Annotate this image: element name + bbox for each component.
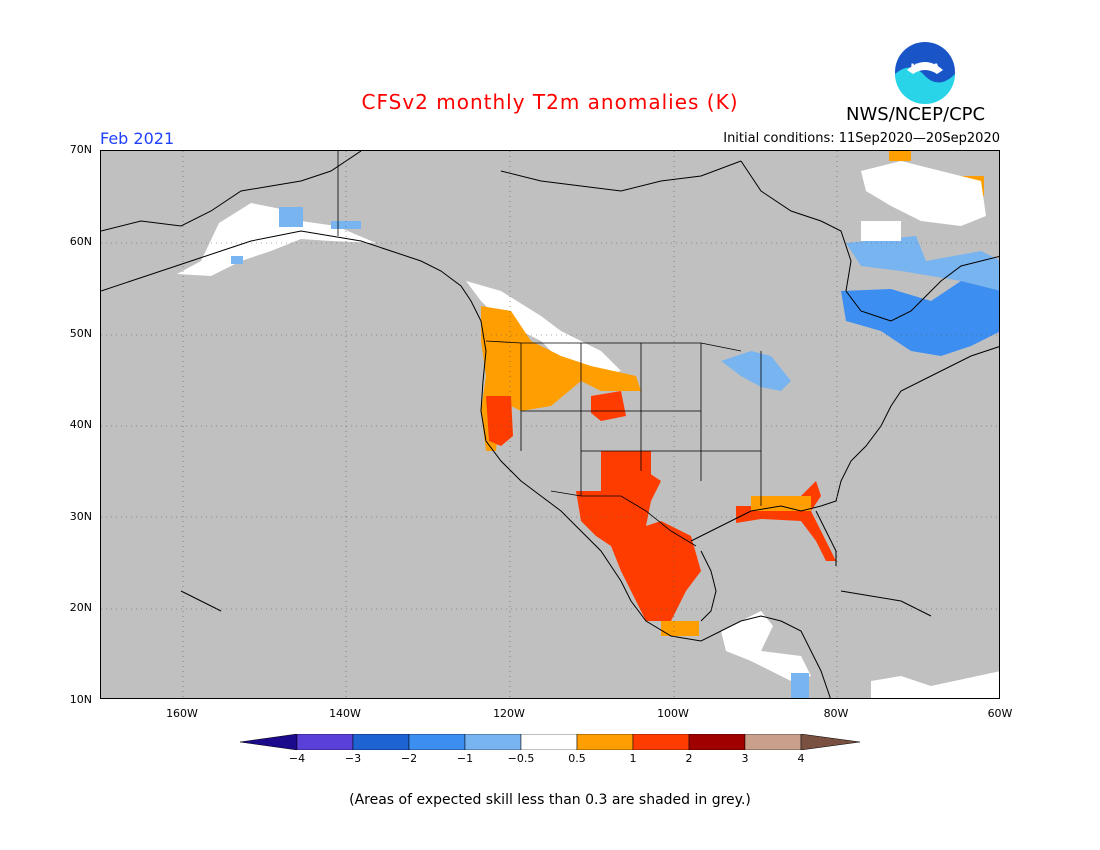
colorbar-segment <box>632 733 690 751</box>
colorbar-segment <box>352 733 410 751</box>
forecast-month: Feb 2021 <box>100 129 175 148</box>
anomaly-caribbean-white <box>871 671 999 698</box>
logo-text: NOAA <box>911 63 940 73</box>
coastlines <box>101 151 999 698</box>
colorbar-segment <box>408 733 466 751</box>
lon-label: 160W <box>166 707 198 720</box>
org-label: NWS/NCEP/CPC <box>846 104 986 125</box>
political-borders <box>337 151 762 547</box>
colorbar-label: −0.5 <box>507 752 535 765</box>
anomaly-montana-red <box>591 391 626 421</box>
anomaly-nw-white <box>466 281 621 376</box>
map-canvas <box>101 151 999 698</box>
lat-label: 40N <box>69 418 92 431</box>
lat-label: 50N <box>69 327 92 340</box>
anomaly-centralam-white <box>721 611 811 681</box>
colorbar-label: 4 <box>797 752 805 765</box>
colorbar-arrow-high <box>800 733 861 751</box>
colorbar-segment <box>744 733 802 751</box>
lat-label: 60N <box>69 235 92 248</box>
anomaly-gulf-orange <box>751 496 811 511</box>
lon-label: 80W <box>823 707 849 720</box>
colorbar-segment <box>576 733 634 751</box>
colorbar-label: −1 <box>456 752 474 765</box>
anomaly-nw-red <box>486 396 513 446</box>
anomaly-nw-orange <box>481 306 641 451</box>
anomaly-greatlakes-lightblue <box>721 351 791 391</box>
colorbar-label: 2 <box>685 752 693 765</box>
colorbar-label: 0.5 <box>568 752 586 765</box>
lat-label: 20N <box>69 601 92 614</box>
colorbar <box>239 733 861 751</box>
lon-label: 140W <box>329 707 361 720</box>
anomaly-patches <box>177 151 999 698</box>
anomaly-canada-lightblue <box>846 236 999 291</box>
anomaly-alaska-lightblue <box>279 207 303 227</box>
anomaly-mexico-red <box>576 471 701 621</box>
anomaly-alaska-lightblue-2 <box>331 221 361 229</box>
colorbar-segment <box>520 733 578 751</box>
anomaly-map <box>100 150 1000 699</box>
map-title: CFSv2 monthly T2m anomalies (K) <box>361 90 739 114</box>
colorbar-segment <box>688 733 746 751</box>
colorbar-segment <box>296 733 354 751</box>
noaa-logo: NOAA <box>893 40 957 104</box>
lat-label: 30N <box>69 510 92 523</box>
anomaly-alaska-lightblue-3 <box>231 256 243 264</box>
lon-label: 100W <box>657 707 689 720</box>
colorbar-label: −3 <box>344 752 362 765</box>
graticule <box>101 151 999 698</box>
colorbar-label: 3 <box>741 752 749 765</box>
colorbar-label: 1 <box>629 752 637 765</box>
anomaly-centralam-lightblue <box>791 673 809 698</box>
anomaly-alaska-white <box>177 203 376 276</box>
anomaly-canada-blue <box>841 281 999 356</box>
anomaly-arctic-orange <box>889 151 911 161</box>
lon-label: 60W <box>987 707 1013 720</box>
colorbar-label: −4 <box>288 752 306 765</box>
colorbar-segment <box>464 733 522 751</box>
lat-label: 70N <box>69 143 92 156</box>
anomaly-canada-white <box>861 221 901 241</box>
anomaly-nm-red <box>601 451 651 496</box>
skill-note: (Areas of expected skill less than 0.3 a… <box>349 792 751 808</box>
initial-conditions: Initial conditions: 11Sep2020—20Sep2020 <box>723 131 1000 146</box>
colorbar-label: −2 <box>400 752 418 765</box>
colorbar-arrow-low <box>239 733 298 751</box>
lat-label: 10N <box>69 693 92 706</box>
anomaly-greenland-white <box>861 161 986 226</box>
anomaly-mexico-orange <box>661 621 699 636</box>
lon-label: 120W <box>493 707 525 720</box>
